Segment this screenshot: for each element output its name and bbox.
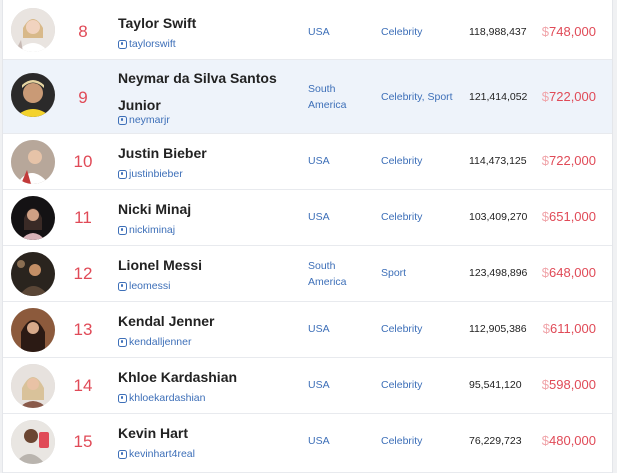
influencer-name[interactable]: Lionel Messi [118,257,203,273]
category-link[interactable]: Celebrity, Sport [381,91,453,103]
table-row[interactable]: 12 Lionel Messi leomessi South America S… [3,246,612,302]
instagram-icon [118,337,127,347]
instagram-icon [118,115,127,125]
influencer-name[interactable]: Taylor Swift [118,15,197,31]
avatar[interactable] [11,420,55,464]
rank-number: 10 [73,152,93,171]
post-price: $611,000 [542,321,596,336]
follower-count: 95,541,120 [469,379,522,391]
influencer-name[interactable]: Neymar da Silva Santos Junior [118,70,277,113]
instagram-handle[interactable]: justinbieber [118,168,183,180]
table-row[interactable]: 14 Khloe Kardashian khloekardashian USA … [3,358,612,414]
category-link[interactable]: Celebrity [381,323,423,335]
post-price: $480,000 [541,433,596,448]
category-link[interactable]: Celebrity [381,26,423,38]
country-link[interactable]: South America [308,83,347,111]
avatar[interactable] [11,308,55,352]
post-price: $598,000 [541,377,596,392]
influencer-name[interactable]: Khloe Kardashian [118,369,238,385]
category-link[interactable]: Celebrity [381,379,423,391]
table-row[interactable]: 15 Kevin Hart kevinhart4real USA Celebri… [3,414,612,473]
country-link[interactable]: South America [308,260,347,288]
rank-number: 12 [73,264,93,283]
country-link[interactable]: USA [308,26,330,38]
country-link[interactable]: USA [308,155,330,167]
follower-count: 118,988,437 [469,26,527,38]
instagram-handle[interactable]: taylorswift [118,38,176,50]
post-price: $748,000 [541,24,596,39]
country-link[interactable]: USA [308,435,330,447]
post-price: $722,000 [541,89,596,104]
instagram-icon [118,39,127,49]
follower-count: 114,473,125 [469,155,527,167]
follower-count: 112,905,386 [469,323,527,335]
instagram-handle[interactable]: nickiminaj [118,224,175,236]
influencer-name[interactable]: Justin Bieber [118,145,207,161]
instagram-icon [118,281,127,291]
avatar[interactable] [11,196,55,240]
instagram-handle[interactable]: leomessi [118,280,170,292]
instagram-handle[interactable]: neymarjr [118,114,170,126]
instagram-icon [118,449,127,459]
follower-count: 121,414,052 [469,91,528,103]
instagram-handle[interactable]: khloekardashian [118,392,205,404]
avatar[interactable] [11,8,55,52]
follower-count: 76,229,723 [469,435,522,447]
influencer-name[interactable]: Kevin Hart [118,425,189,441]
post-price: $651,000 [541,209,596,224]
table-row[interactable]: 8 Taylor Swift taylorswift USA Celebrity… [3,0,612,60]
avatar[interactable] [11,364,55,408]
category-link[interactable]: Sport [381,267,407,279]
instagram-handle[interactable]: kevinhart4real [118,448,195,460]
rank-number: 14 [73,376,93,395]
table-row[interactable]: 13 Kendal Jenner kendalljenner USA Celeb… [3,302,612,358]
avatar[interactable] [11,140,55,184]
rank-number: 11 [74,208,92,227]
table-row[interactable]: 11 Nicki Minaj nickiminaj USA Celebrity … [3,190,612,246]
instagram-handle[interactable]: kendalljenner [118,336,191,348]
post-price: $722,000 [541,153,596,168]
influencer-name[interactable]: Kendal Jenner [118,313,215,329]
instagram-icon [118,169,127,179]
category-link[interactable]: Celebrity [381,211,423,223]
rank-number: 13 [73,320,93,339]
follower-count: 103,409,270 [469,211,528,223]
rank-number: 15 [73,432,93,451]
post-price: $648,000 [541,265,596,280]
rank-number: 8 [78,22,88,41]
rank-number: 9 [78,88,88,107]
instagram-icon [118,225,127,235]
country-link[interactable]: USA [308,211,330,223]
avatar[interactable] [11,73,55,117]
table-row[interactable]: 9 Neymar da Silva Santos Junior neymarjr… [3,60,612,134]
influencer-name[interactable]: Nicki Minaj [118,201,192,217]
instagram-icon [118,393,127,403]
table-row[interactable]: 10 Justin Bieber justinbieber USA Celebr… [3,134,612,190]
category-link[interactable]: Celebrity [381,155,423,167]
country-link[interactable]: USA [308,379,330,391]
follower-count: 123,498,896 [469,267,528,279]
category-link[interactable]: Celebrity [381,435,423,447]
country-link[interactable]: USA [308,323,330,335]
avatar[interactable] [11,252,55,296]
